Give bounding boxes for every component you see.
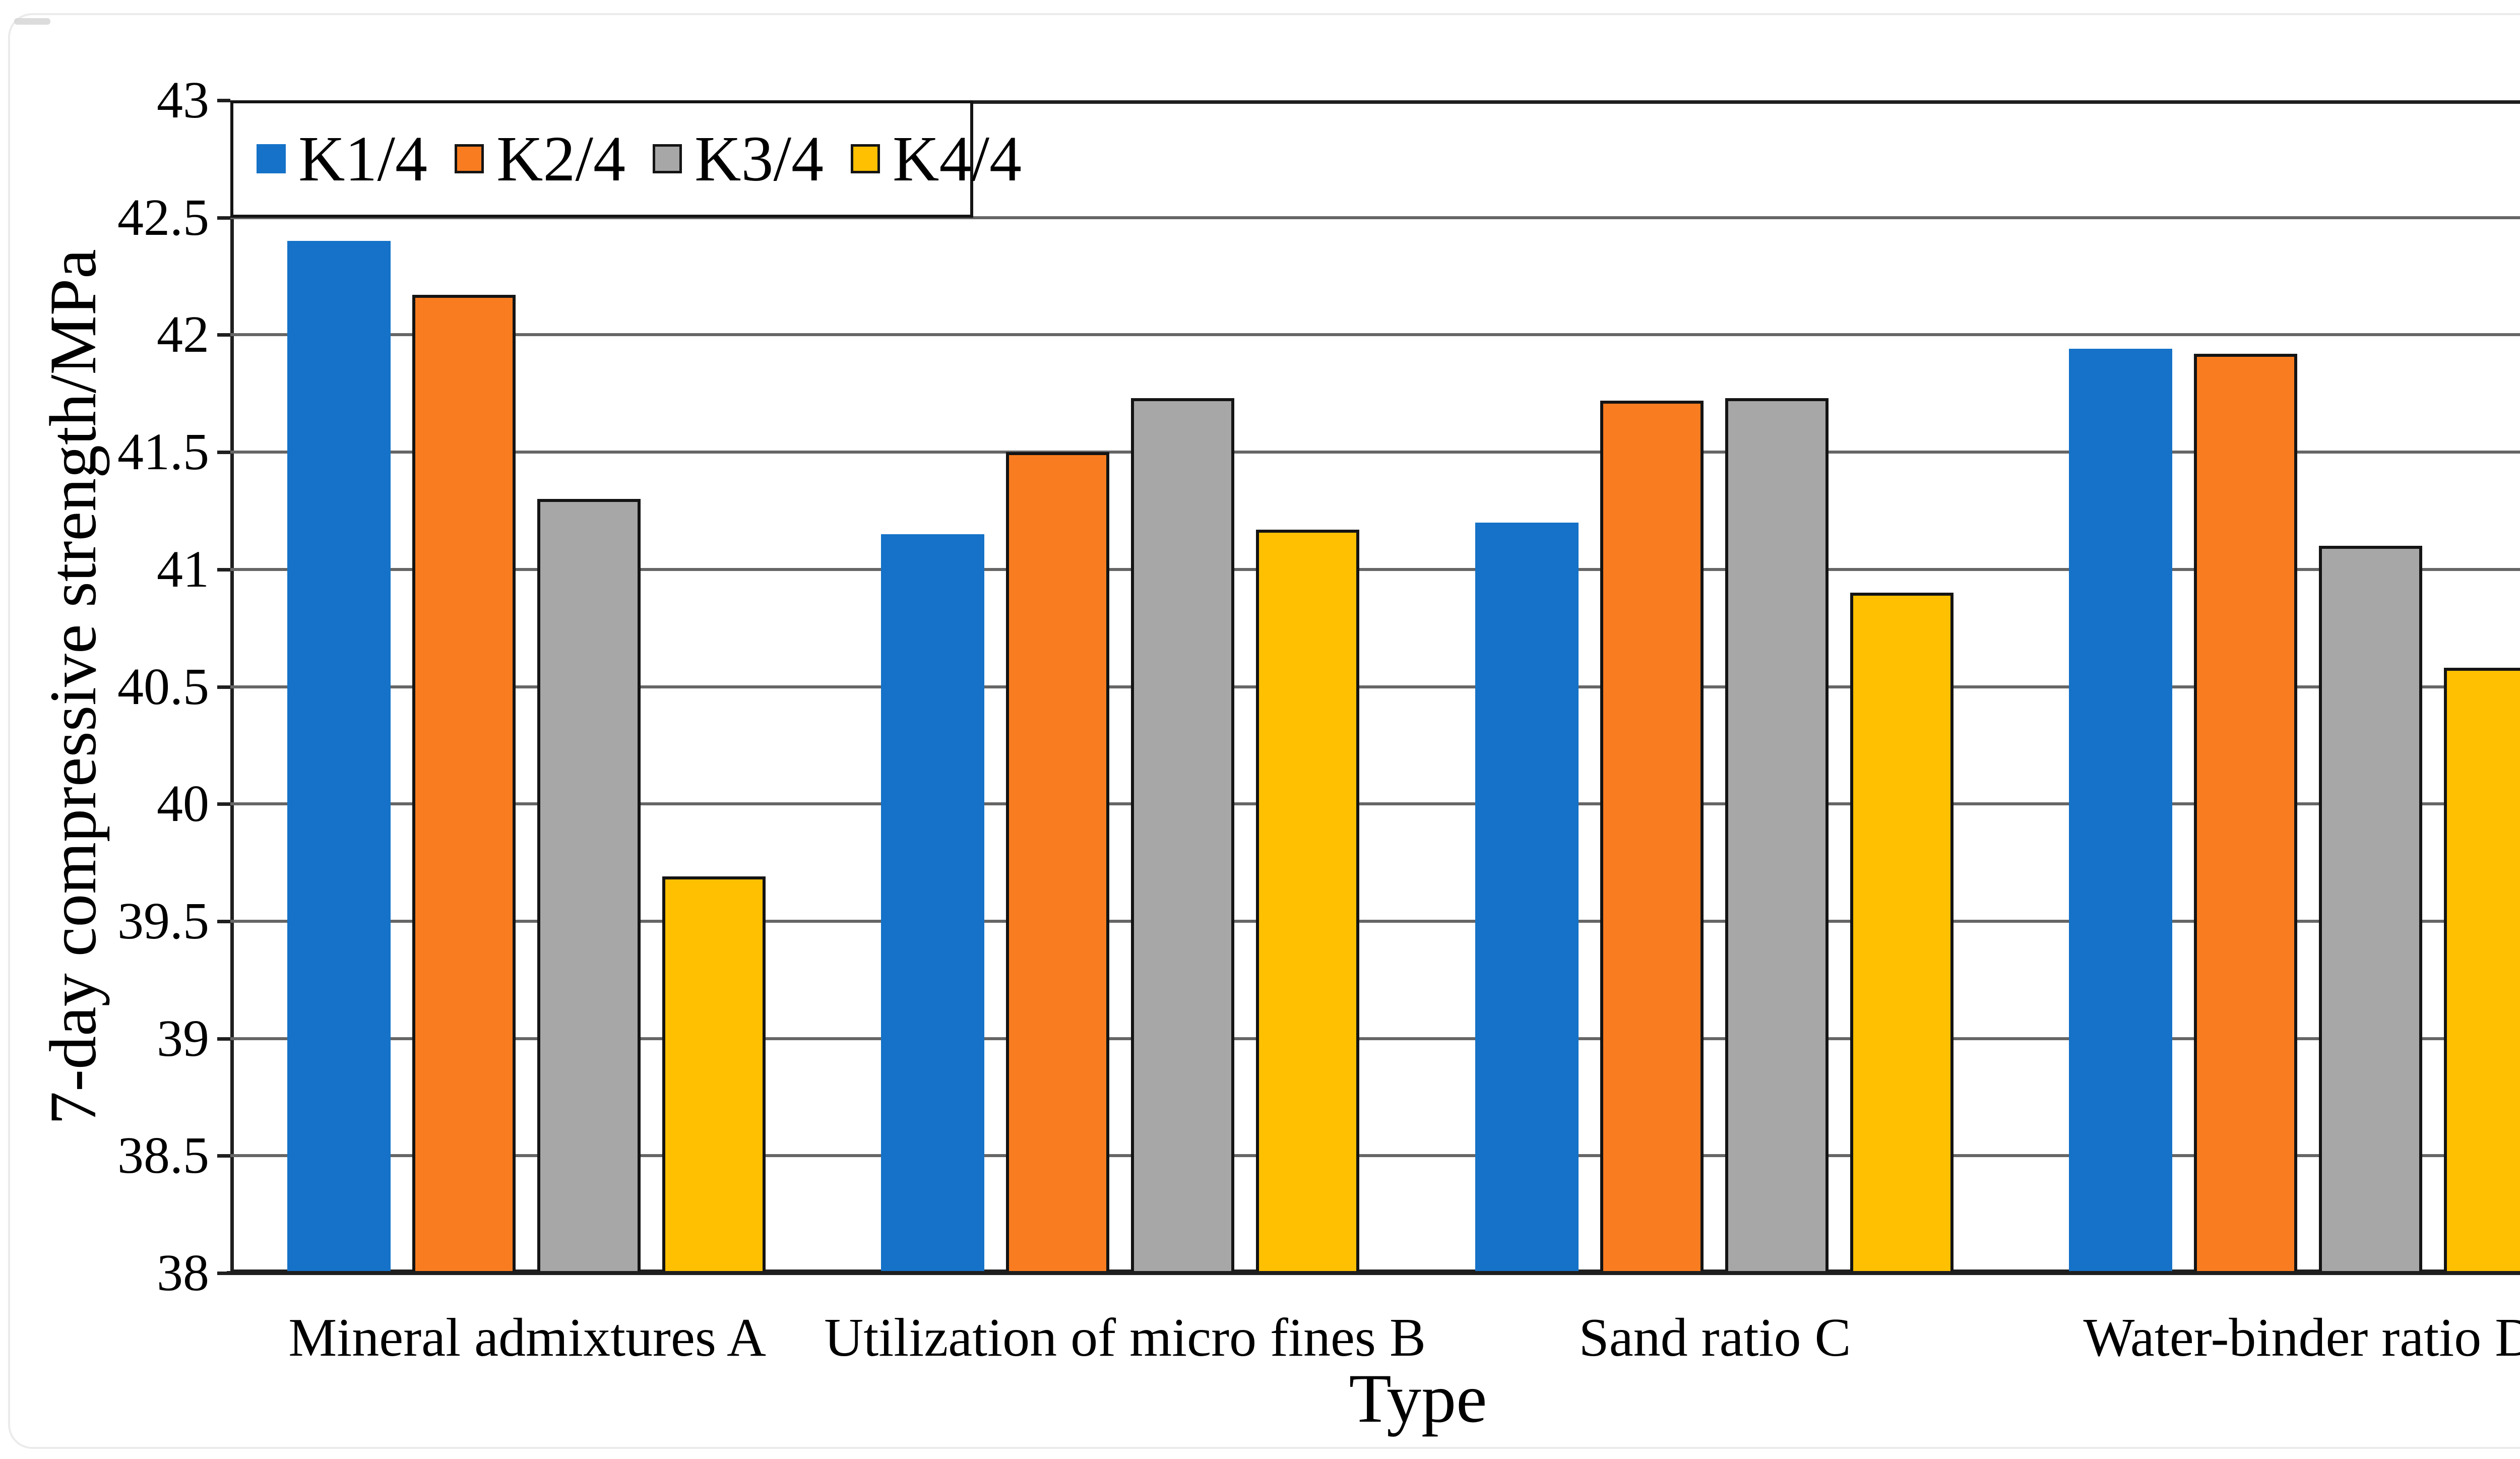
legend-label: K2/4 [496, 123, 625, 195]
x-axis-title: Type [1349, 1360, 1487, 1437]
y-tick-mark [217, 802, 230, 806]
y-tick-mark [217, 1272, 230, 1275]
legend-label: K1/4 [298, 123, 427, 195]
bar-K4/4-group4 [2443, 668, 2520, 1273]
bar-K1/4-group4 [2068, 349, 2172, 1273]
y-tick-label: 39.5 [117, 892, 209, 950]
y-tick-label: 40.5 [117, 657, 209, 716]
x-category-label-4: Water-binder ratio D [2083, 1308, 2520, 1368]
x-category-label-1: Mineral admixtures A [288, 1308, 767, 1368]
bar-K4/4-group3 [1850, 593, 1954, 1273]
scan-artifact [14, 18, 50, 25]
y-tick-mark [217, 567, 230, 572]
y-tick-mark [217, 333, 230, 337]
legend-item-K2/4: K2/4 [455, 126, 625, 191]
y-tick-label: 42 [157, 305, 209, 364]
y-tick-mark [217, 99, 230, 102]
bar-K2/4-group4 [2193, 353, 2297, 1273]
y-tick-mark [217, 919, 230, 923]
y-tick-label: 40 [157, 775, 209, 833]
gridline [230, 1154, 2520, 1158]
y-tick-mark [217, 216, 230, 220]
bar-K2/4-group1 [412, 295, 516, 1273]
x-category-label-2: Utilization of micro fines B [824, 1308, 1426, 1368]
y-tick-label: 42.5 [117, 188, 209, 246]
bar-K3/4-group1 [537, 499, 641, 1273]
legend-item-K3/4: K3/4 [653, 126, 824, 191]
gridline [230, 333, 2520, 337]
bar-K3/4-group3 [1725, 398, 1829, 1273]
bar-K1/4-group2 [881, 534, 985, 1273]
gridline [230, 685, 2520, 688]
legend-swatch-icon [851, 144, 880, 174]
legend-swatch-icon [257, 144, 286, 174]
x-axis-line [227, 1271, 2520, 1275]
legend-label: K3/4 [695, 123, 824, 195]
y-tick-mark [217, 1154, 230, 1158]
bar-K4/4-group1 [662, 876, 766, 1273]
legend-label: K4/4 [893, 123, 1022, 195]
legend: K1/4 K2/4 K3/4 K4/4 [230, 100, 1022, 218]
bar-K2/4-group3 [1600, 400, 1704, 1273]
bar-K3/4-group2 [1131, 398, 1235, 1273]
y-tick-label: 43 [157, 71, 209, 129]
y-tick-label: 38 [157, 1244, 209, 1302]
legend-swatch-icon [455, 144, 484, 174]
gridline [230, 451, 2520, 454]
bar-K1/4-group3 [1475, 522, 1579, 1273]
bar-K4/4-group2 [1256, 529, 1360, 1273]
y-tick-label: 38.5 [117, 1126, 209, 1185]
y-tick-label: 41 [157, 540, 209, 598]
bar-K3/4-group4 [2318, 546, 2422, 1273]
legend-item-K4/4: K4/4 [851, 126, 1022, 191]
y-tick-mark [217, 685, 230, 689]
y-tick-label: 41.5 [117, 423, 209, 481]
gridline [230, 802, 2520, 806]
bar-K1/4-group1 [287, 241, 391, 1273]
legend-swatch-icon [653, 144, 682, 174]
legend-item-K1/4: K1/4 [257, 126, 427, 191]
gridline [230, 216, 2520, 219]
y-tick-mark [217, 451, 230, 455]
y-tick-label: 39 [157, 1009, 209, 1067]
y-tick-mark [217, 1037, 230, 1041]
gridline [230, 1037, 2520, 1040]
x-category-label-3: Sand ratio C [1579, 1308, 1851, 1368]
gridline [230, 919, 2520, 923]
gridline [230, 567, 2520, 571]
bar-K2/4-group2 [1006, 452, 1110, 1273]
